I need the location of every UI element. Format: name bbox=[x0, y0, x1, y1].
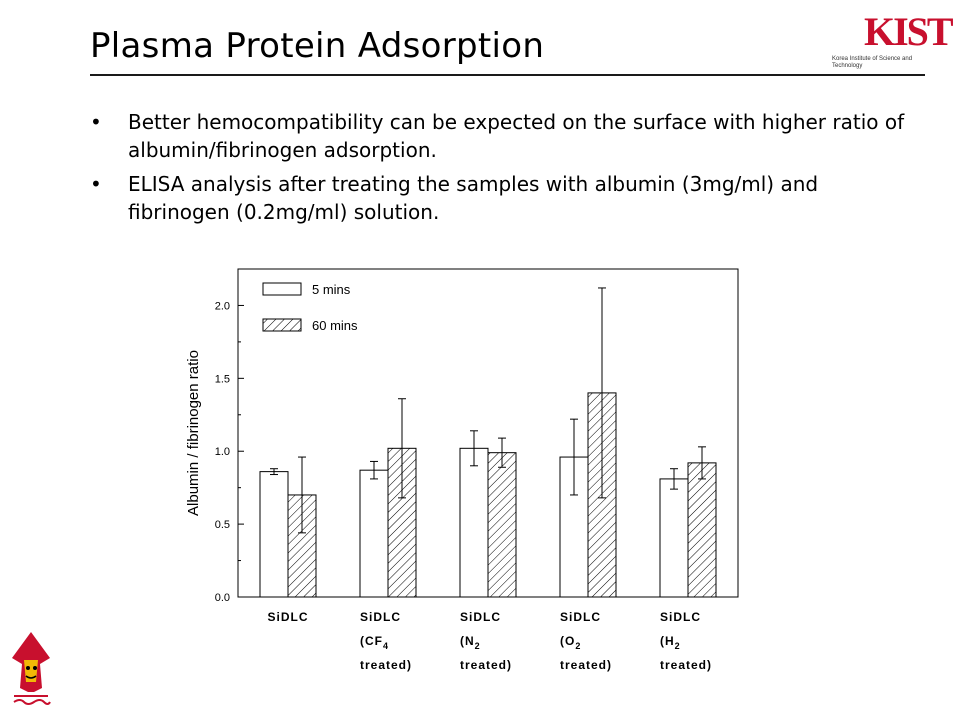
slide-title: Plasma Protein Adsorption bbox=[90, 26, 545, 66]
legend-label: 5 mins bbox=[312, 282, 351, 297]
x-category-label: (N2 bbox=[460, 634, 481, 651]
x-category-label: SiDLC bbox=[460, 610, 501, 624]
bullet-dot: • bbox=[90, 110, 102, 134]
x-category-label: (CF4 bbox=[360, 634, 389, 651]
x-category-label: (O2 bbox=[560, 634, 581, 651]
x-category-label: treated) bbox=[560, 658, 612, 672]
x-category-label: treated) bbox=[460, 658, 512, 672]
bullet-dot: • bbox=[90, 172, 102, 196]
bar-open bbox=[459, 447, 489, 598]
logo-subtext: Korea Institute of Science and Technolog… bbox=[832, 56, 913, 69]
albumin-fibrinogen-chart: 0.0 0.5 1.0 1.5 2.0 Albumin / fibrinogen rati… bbox=[185, 268, 739, 672]
legend-swatch bbox=[262, 282, 302, 296]
y-tick-label: 0.5 bbox=[215, 519, 230, 531]
bar-open bbox=[659, 478, 689, 598]
y-tick-label: 1.0 bbox=[215, 446, 230, 458]
y-tick-label: 2.0 bbox=[215, 300, 230, 312]
x-category-label: SiDLC bbox=[560, 610, 601, 624]
bullet-list: • Better hemocompatibility can be expect… bbox=[90, 108, 910, 232]
y-tick-label: 0.0 bbox=[215, 592, 230, 604]
x-category-label: treated) bbox=[360, 658, 412, 672]
bar-open bbox=[359, 469, 389, 598]
bullet-item: • Better hemocompatibility can be expect… bbox=[90, 108, 910, 164]
legend-swatch bbox=[262, 318, 302, 332]
legend-label: 60 mins bbox=[312, 318, 358, 333]
x-category-label: treated) bbox=[660, 658, 712, 672]
bar-hatched bbox=[687, 462, 717, 598]
logo-wordmark: KIST bbox=[864, 9, 954, 54]
title-divider bbox=[90, 74, 925, 76]
bullet-text: Better hemocompatibility can be expected… bbox=[128, 110, 905, 162]
kist-logo: KIST Korea Institute of Science and Tech… bbox=[826, 6, 954, 74]
y-axis-label: Albumin / fibrinogen ratio bbox=[185, 350, 202, 516]
x-category-label: SiDLC bbox=[660, 610, 701, 624]
x-category-label: SiDLC bbox=[268, 610, 309, 624]
bar-hatched bbox=[487, 452, 517, 598]
mascot-logo bbox=[12, 632, 51, 705]
x-category-label: (H2 bbox=[660, 634, 681, 651]
bullet-item: • ELISA analysis after treating the samp… bbox=[90, 170, 910, 226]
x-category-label: SiDLC bbox=[360, 610, 401, 624]
bar-hatched bbox=[387, 447, 417, 598]
bullet-text: ELISA analysis after treating the sample… bbox=[128, 172, 819, 224]
bar-open bbox=[259, 471, 289, 598]
y-tick-label: 1.5 bbox=[215, 373, 230, 385]
